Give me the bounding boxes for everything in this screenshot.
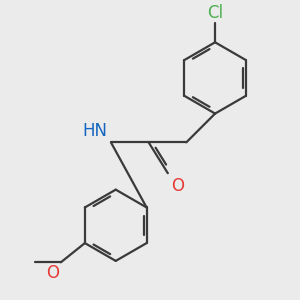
Text: Cl: Cl xyxy=(207,4,223,22)
Text: O: O xyxy=(171,177,184,195)
Text: HN: HN xyxy=(82,122,107,140)
Text: O: O xyxy=(46,264,59,282)
